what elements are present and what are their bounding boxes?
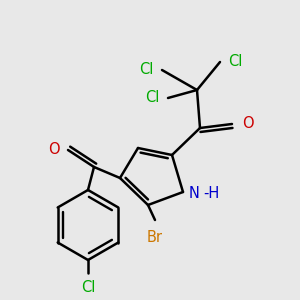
Text: O: O xyxy=(242,116,254,131)
Text: Br: Br xyxy=(147,230,163,245)
Text: Cl: Cl xyxy=(228,55,242,70)
Text: Cl: Cl xyxy=(146,91,160,106)
Text: N: N xyxy=(189,187,200,202)
Text: Cl: Cl xyxy=(81,280,95,295)
Text: Cl: Cl xyxy=(140,62,154,77)
Text: -H: -H xyxy=(203,187,219,202)
Text: O: O xyxy=(48,142,60,158)
